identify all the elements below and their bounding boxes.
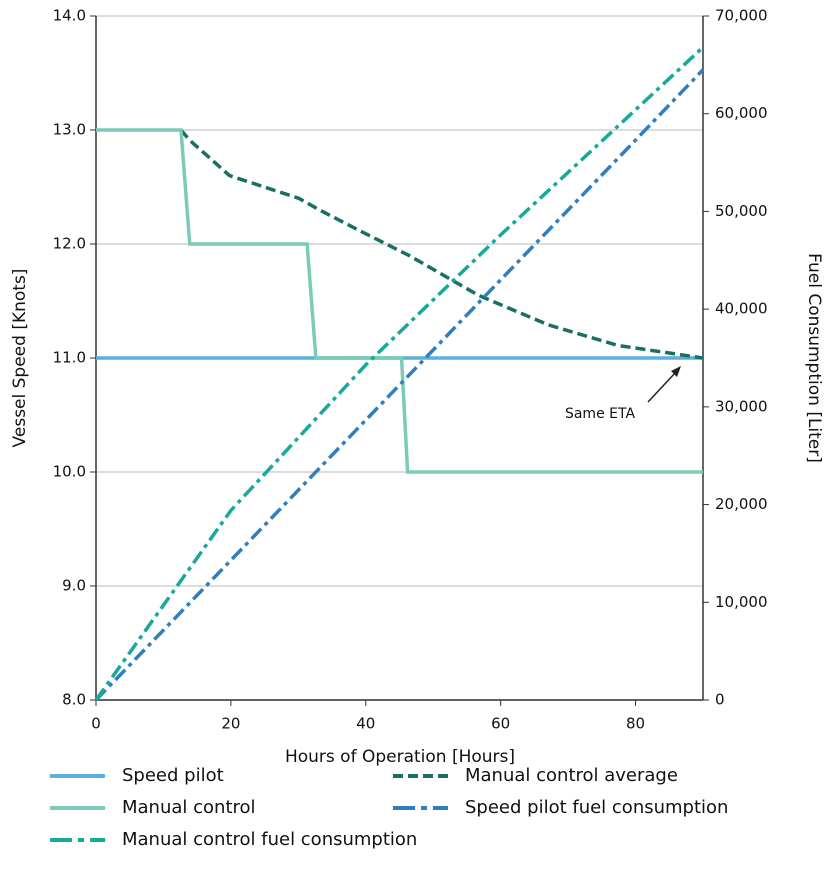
legend-label: Manual control average [465,765,678,786]
y-axis-title: Vessel Speed [Knots] [10,269,30,448]
y2-tick-label: 30,000 [715,397,768,415]
y2-tick-label: 60,000 [715,104,768,122]
x-tick-label: 40 [356,715,375,733]
y-tick-label: 11.0 [53,349,86,367]
y-tick-label: 13.0 [53,121,86,139]
series-line [94,68,705,702]
series-line [96,128,703,474]
annotation: Same ETA [565,406,635,422]
y2-tick-label: 70,000 [715,7,768,25]
annotation-arrowhead [671,366,681,377]
legend-label: Speed pilot fuel consumption [465,797,728,818]
y2-tick-label: 0 [715,691,725,709]
legend-label: Manual control [122,797,256,818]
x-tick-label: 80 [626,715,645,733]
x-axis-title: Hours of Operation [Hours] [285,747,515,767]
x-tick-label: 0 [91,715,101,733]
y-tick-label: 14.0 [53,7,86,25]
annotation-arrow [647,371,677,403]
x-tick-label: 20 [221,715,240,733]
y2-axis-title: Fuel Consumption [Liter] [804,253,824,463]
y-tick-label: 12.0 [53,235,86,253]
legend-label: Manual control fuel consumption [122,829,417,850]
y2-tick-label: 20,000 [715,495,768,513]
x-tick-label: 60 [491,715,510,733]
y2-tick-label: 10,000 [715,593,768,611]
series-line [94,45,705,702]
y-tick-label: 9.0 [62,577,86,595]
y2-tick-label: 50,000 [715,202,768,220]
y2-tick-label: 40,000 [715,300,768,318]
y-tick-label: 8.0 [62,691,86,709]
series-line [179,128,704,360]
legend-label: Speed pilot [122,765,224,786]
y-tick-label: 10.0 [53,463,86,481]
